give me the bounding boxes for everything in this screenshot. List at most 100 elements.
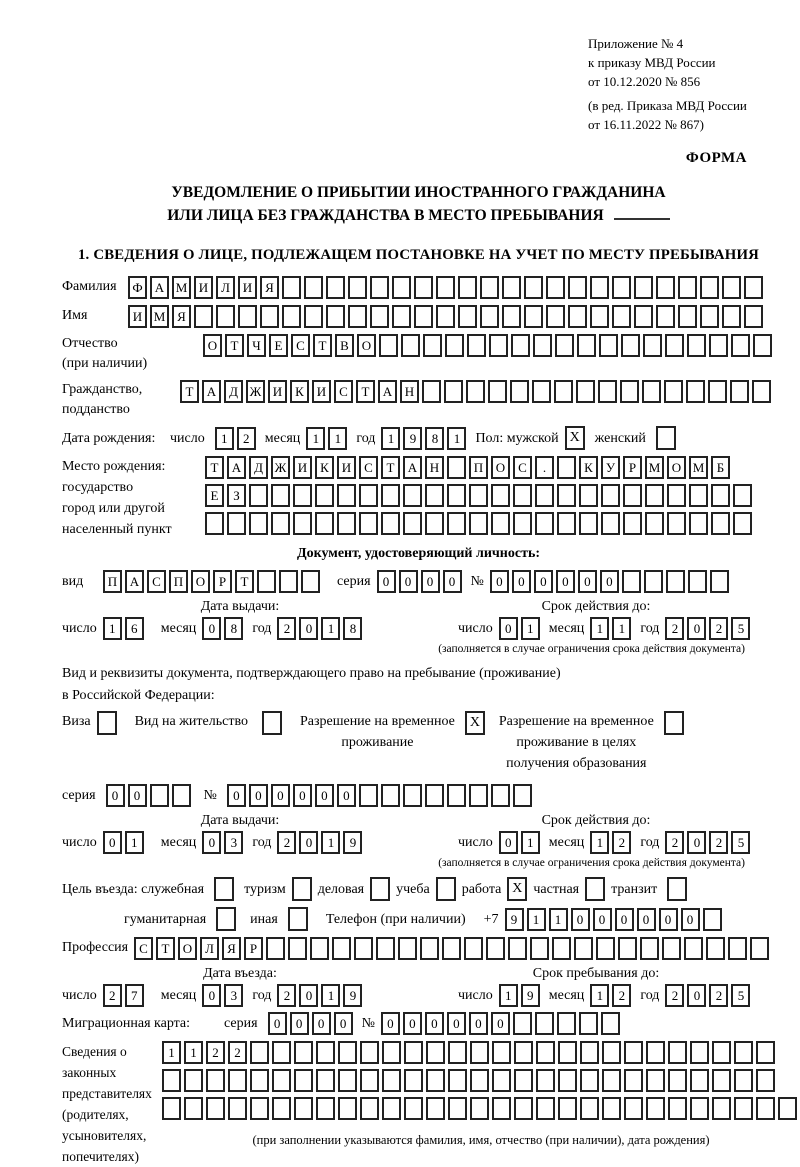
char-box-empty[interactable] (436, 276, 455, 299)
char-box-empty[interactable] (709, 334, 728, 357)
char-box-filled[interactable]: 0 (577, 570, 597, 593)
char-box-empty[interactable] (623, 484, 642, 507)
char-box-filled[interactable]: Ч (247, 334, 266, 357)
char-box-filled[interactable]: 0 (248, 784, 268, 807)
char-box-empty[interactable] (722, 305, 741, 328)
char-box-empty[interactable] (602, 1097, 621, 1120)
char-box-filled[interactable]: Л (200, 937, 219, 960)
char-box-empty[interactable] (600, 1012, 620, 1035)
char-box-filled[interactable]: И (268, 380, 287, 403)
char-box-filled[interactable]: 0 (292, 784, 312, 807)
char-box-empty[interactable] (678, 276, 697, 299)
char-box-filled[interactable]: 1 (612, 617, 632, 640)
char-box-empty[interactable] (338, 1069, 357, 1092)
char-box-filled[interactable]: Т (356, 380, 375, 403)
char-box-empty[interactable] (379, 334, 398, 357)
char-box-filled[interactable]: 0 (468, 1012, 488, 1035)
char-box-empty[interactable] (634, 276, 653, 299)
char-box-empty[interactable] (690, 1041, 709, 1064)
char-box-filled[interactable]: 1 (447, 426, 467, 450)
char-box-filled[interactable]: 0 (102, 831, 122, 854)
char-box-empty[interactable] (574, 937, 593, 960)
char-box-empty[interactable] (293, 512, 312, 535)
char-box-empty[interactable] (510, 380, 529, 403)
char-box-filled[interactable]: О (203, 334, 222, 357)
char-box-filled[interactable]: Я (222, 937, 241, 960)
char-box-empty[interactable] (216, 305, 235, 328)
char-box-empty[interactable] (706, 937, 725, 960)
char-box-empty[interactable] (358, 784, 378, 807)
char-box-empty[interactable] (370, 305, 389, 328)
char-box-empty[interactable] (392, 305, 411, 328)
char-box-empty[interactable] (380, 784, 400, 807)
char-box-filled[interactable]: О (357, 334, 376, 357)
char-box-empty[interactable] (206, 1069, 225, 1092)
char-box-filled[interactable]: 0 (314, 784, 334, 807)
char-box-empty[interactable] (678, 305, 697, 328)
char-box-empty[interactable] (480, 276, 499, 299)
char-box-empty[interactable] (414, 305, 433, 328)
char-box-empty[interactable] (354, 937, 373, 960)
char-box-filled[interactable]: 2 (206, 1041, 225, 1064)
char-box-empty[interactable] (301, 570, 320, 593)
char-box-empty[interactable] (162, 1069, 181, 1092)
char-box-filled[interactable]: М (689, 456, 708, 479)
char-box-filled[interactable]: Р (623, 456, 642, 479)
char-box-filled[interactable]: 0 (570, 907, 590, 931)
char-box-filled[interactable]: А (227, 456, 246, 479)
char-box-filled[interactable]: 9 (343, 831, 363, 854)
char-box-empty[interactable] (489, 334, 508, 357)
char-box-filled[interactable]: О (191, 570, 210, 593)
char-box-empty[interactable] (502, 276, 521, 299)
char-box-filled[interactable]: 1 (328, 426, 348, 450)
char-box-filled[interactable]: 1 (214, 426, 234, 450)
char-box-filled[interactable]: 1 (590, 984, 610, 1007)
char-box-filled[interactable]: И (238, 276, 257, 299)
char-box-empty[interactable] (404, 1041, 423, 1064)
char-box-filled[interactable]: К (579, 456, 598, 479)
char-box-empty[interactable] (577, 334, 596, 357)
char-box-filled[interactable]: У (601, 456, 620, 479)
char-box-empty[interactable] (665, 334, 684, 357)
char-box-empty[interactable] (448, 1041, 467, 1064)
char-box-filled[interactable]: 0 (555, 570, 575, 593)
checkbox-visa[interactable] (96, 711, 117, 735)
char-box-empty[interactable] (447, 512, 466, 535)
char-box-empty[interactable] (554, 380, 573, 403)
char-box-empty[interactable] (711, 512, 730, 535)
char-box-empty[interactable] (662, 937, 681, 960)
char-box-filled[interactable]: 0 (592, 907, 612, 931)
char-box-empty[interactable] (294, 1041, 313, 1064)
char-box-empty[interactable] (601, 484, 620, 507)
char-box-empty[interactable] (444, 380, 463, 403)
char-box-filled[interactable]: 2 (665, 831, 685, 854)
char-box-filled[interactable]: Д (224, 380, 243, 403)
char-box-empty[interactable] (557, 456, 576, 479)
char-box-empty[interactable] (640, 937, 659, 960)
char-box-empty[interactable] (294, 1097, 313, 1120)
char-box-empty[interactable] (578, 1012, 598, 1035)
char-box-empty[interactable] (402, 784, 422, 807)
char-box-empty[interactable] (491, 484, 510, 507)
char-box-empty[interactable] (624, 1069, 643, 1092)
char-box-filled[interactable]: Е (205, 484, 224, 507)
char-box-empty[interactable] (568, 305, 587, 328)
char-box-empty[interactable] (580, 1041, 599, 1064)
char-box-empty[interactable] (731, 334, 750, 357)
char-box-empty[interactable] (646, 1069, 665, 1092)
char-box-filled[interactable]: 0 (424, 1012, 444, 1035)
char-box-empty[interactable] (403, 512, 422, 535)
char-box-empty[interactable] (557, 512, 576, 535)
char-box-empty[interactable] (326, 276, 345, 299)
char-box-empty[interactable] (370, 276, 389, 299)
char-box-empty[interactable] (590, 276, 609, 299)
char-box-empty[interactable] (734, 1041, 753, 1064)
char-box-empty[interactable] (492, 1041, 511, 1064)
char-box-filled[interactable]: К (290, 380, 309, 403)
char-box-empty[interactable] (316, 1069, 335, 1092)
char-box-empty[interactable] (533, 334, 552, 357)
checkbox-temp-residence-permit[interactable]: X (464, 711, 485, 735)
char-box-empty[interactable] (447, 484, 466, 507)
char-box-empty[interactable] (555, 334, 574, 357)
char-box-filled[interactable]: 0 (336, 784, 356, 807)
